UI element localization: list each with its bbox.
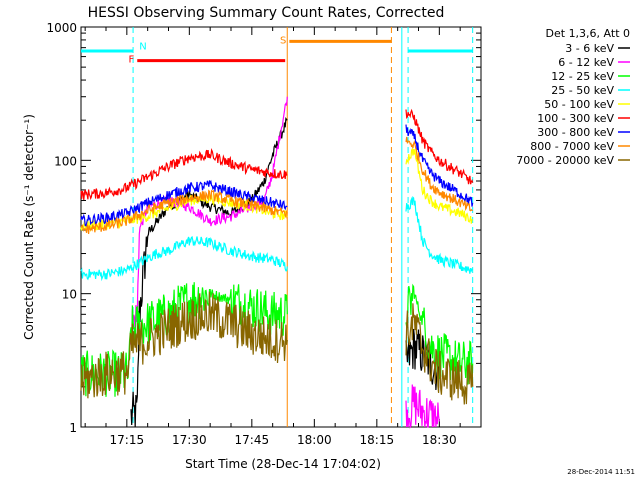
legend-entry-label: 7000 - 20000 keV <box>516 154 614 167</box>
legend-entry-label: 50 - 100 keV <box>544 98 614 111</box>
series-line <box>405 328 440 391</box>
series-line <box>80 148 288 201</box>
x-tick-label: 17:30 <box>172 433 207 447</box>
series-line <box>405 108 474 185</box>
legend-entry-label: 6 - 12 keV <box>558 56 614 69</box>
x-tick-label: 18:30 <box>422 433 457 447</box>
x-tick-label: 18:00 <box>297 433 332 447</box>
series-line <box>80 235 288 282</box>
legend-entry-label: 3 - 6 keV <box>565 42 614 55</box>
legend-title: Det 1,3,6, Att 0 <box>546 27 630 40</box>
x-axis-label: Start Time (28-Dec-14 17:04:02) <box>185 457 381 471</box>
x-tick-label: 18:15 <box>360 433 395 447</box>
interval-label: N <box>139 42 146 53</box>
series-line <box>80 179 288 227</box>
series-line <box>405 136 473 212</box>
chart-title: HESSI Observing Summary Count Rates, Cor… <box>88 5 445 21</box>
y-tick-label: 1 <box>69 421 77 435</box>
series-line <box>405 384 440 429</box>
series-line <box>80 189 288 234</box>
series-line <box>80 291 288 399</box>
legend-entry-label: 100 - 300 keV <box>537 112 614 125</box>
series-line <box>130 117 288 428</box>
footer-stamp: 28-Dec-2014 11:51 <box>567 468 635 476</box>
x-tick-label: 17:45 <box>235 433 270 447</box>
y-tick-label: 100 <box>54 154 77 168</box>
legend-entry-label: 300 - 800 keV <box>537 126 614 139</box>
y-tick-label: 1000 <box>46 21 77 35</box>
plot-frame <box>80 26 482 428</box>
y-tick-label: 10 <box>62 288 77 302</box>
series-line <box>405 303 474 405</box>
x-tick-label: 17:15 <box>110 433 145 447</box>
interval-label: F <box>128 55 134 66</box>
legend-entry-label: 12 - 25 keV <box>551 70 614 83</box>
y-axis-label: Corrected Count Rate (s⁻¹ detector⁻¹) <box>22 114 36 340</box>
series-line <box>405 124 474 207</box>
legend-entry-label: 25 - 50 keV <box>551 84 614 97</box>
series-line <box>405 195 474 274</box>
interval-label: S <box>280 35 286 46</box>
legend-entry-label: 800 - 7000 keV <box>530 140 614 153</box>
